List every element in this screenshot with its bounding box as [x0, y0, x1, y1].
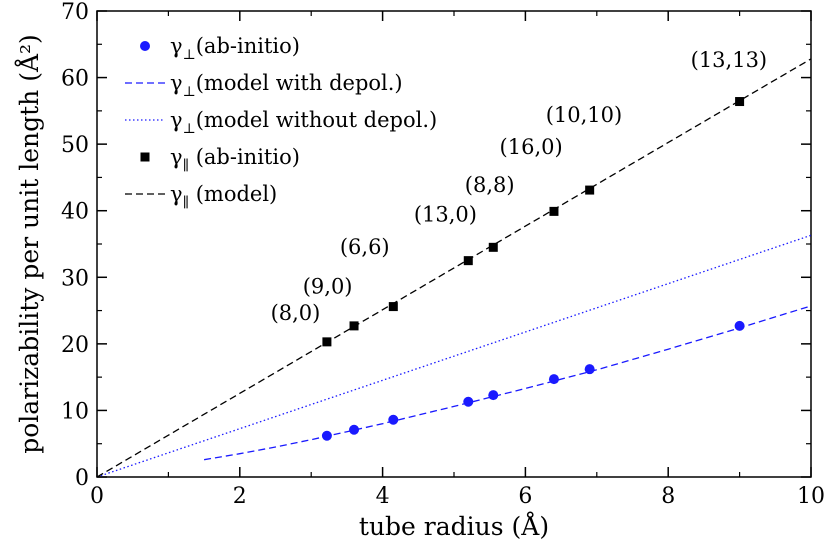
legend-label-text: (model without depol.) — [196, 108, 438, 132]
legend-label: γ⊥(ab-initio) — [170, 34, 300, 63]
legend-gamma: γ — [170, 34, 183, 58]
legend-subscript: ⊥ — [183, 121, 196, 137]
legend-label-text: (ab-initio) — [196, 34, 300, 58]
x-tick-label: 8 — [661, 484, 675, 509]
legend-subscript: ∥ — [183, 195, 189, 211]
axis-ticks: 0 2 4 6 8 10 0 10 20 30 40 50 60 70 — [61, 0, 825, 509]
data-point-square — [322, 337, 332, 347]
legend-gamma: γ — [170, 182, 183, 206]
legend-marker-circle — [140, 41, 150, 51]
tube-label: (9,0) — [303, 274, 353, 298]
y-tick-label: 30 — [61, 266, 89, 291]
data-point-square — [349, 321, 359, 331]
legend-subscript: ⊥ — [183, 84, 196, 100]
x-tick-label: 4 — [376, 484, 390, 509]
data-point-circle — [734, 320, 745, 331]
series-layer — [97, 58, 811, 477]
legend-gamma: γ — [170, 71, 183, 95]
annotation-layer: (8,0) (9,0) (6,6) (13,0) (8,8) (16,0) (10,10) (… — [271, 48, 768, 325]
data-point-square — [388, 302, 398, 312]
x-axis-title: tube radius (Å) — [359, 511, 549, 541]
x-tick-label: 10 — [797, 484, 825, 509]
tube-label: (8,8) — [465, 173, 515, 197]
y-tick-label: 20 — [61, 333, 89, 358]
data-point-circle — [548, 374, 559, 385]
data-point-circle — [488, 390, 499, 401]
series-line-2 — [97, 234, 811, 477]
y-tick-label: 10 — [61, 399, 89, 424]
data-point-square — [735, 97, 745, 107]
legend-label: γ⊥(model without depol.) — [170, 108, 437, 137]
data-point-circle — [584, 364, 595, 375]
legend-label-text: (model) — [189, 182, 277, 206]
tube-label: (13,0) — [414, 202, 477, 226]
y-tick-label: 50 — [61, 133, 89, 158]
data-point-circle — [349, 424, 360, 435]
data-point-square — [488, 242, 498, 252]
x-tick-label: 6 — [518, 484, 532, 509]
legend-label-text: (ab-initio) — [189, 145, 300, 169]
data-point-square — [463, 256, 473, 266]
legend-subscript: ∥ — [183, 158, 189, 174]
tube-label: (10,10) — [546, 103, 623, 127]
tube-label: (16,0) — [500, 135, 563, 159]
legend-gamma: γ — [170, 145, 183, 169]
y-tick-label: 60 — [61, 67, 89, 92]
legend: γ⊥(ab-initio)γ⊥(model with depol.)γ⊥(mod… — [125, 34, 437, 211]
data-point-square — [585, 185, 595, 195]
tube-label: (6,6) — [340, 235, 390, 259]
y-axis-title: polarizability per unit length (Å²) — [14, 34, 44, 454]
y-tick-label: 0 — [75, 466, 89, 491]
legend-label-text: (model with depol.) — [196, 71, 403, 95]
x-tick-label: 2 — [233, 484, 247, 509]
data-point-circle — [321, 430, 332, 441]
series-line-1 — [203, 305, 811, 461]
legend-label: γ⊥(model with depol.) — [170, 71, 403, 100]
legend-label: γ∥ (model) — [170, 182, 277, 211]
legend-gamma: γ — [170, 108, 183, 132]
y-tick-label: 70 — [61, 0, 89, 25]
data-point-circle — [463, 396, 474, 407]
series-line-4 — [97, 58, 811, 477]
legend-label: γ∥ (ab-initio) — [170, 145, 300, 174]
tube-label: (13,13) — [691, 48, 768, 72]
y-tick-label: 40 — [61, 200, 89, 225]
legend-subscript: ⊥ — [183, 47, 196, 63]
legend-marker-square — [140, 152, 150, 162]
data-point-square — [549, 206, 559, 216]
x-tick-label: 0 — [90, 484, 104, 509]
data-point-circle — [388, 414, 399, 425]
tube-label: (8,0) — [271, 301, 321, 325]
